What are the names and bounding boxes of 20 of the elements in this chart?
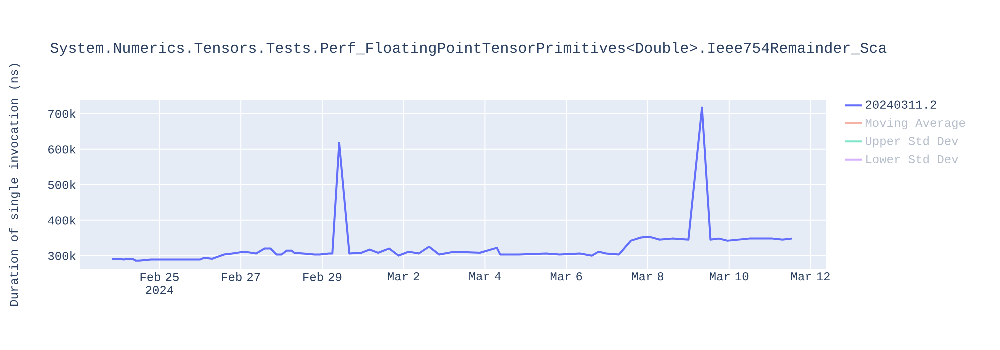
- x-tick-label: Mar 8: [632, 272, 664, 281]
- y-tick-label: 500k: [48, 180, 76, 190]
- legend-label: Lower Std Dev: [866, 154, 958, 164]
- x-tick-label: Mar 10: [710, 272, 749, 281]
- x-tick-label: Feb 25 2024: [140, 272, 179, 294]
- x-tick-label: Mar 4: [470, 272, 501, 281]
- y-tick-label: 700k: [48, 109, 76, 118]
- chart-title: System.Numerics.Tensors.Tests.Perf_FloatingPointTensorPrimitives<Double>.Ieee754Remainder_Sca: [50, 42, 887, 56]
- legend-label: Upper Std Dev: [866, 136, 958, 148]
- legend-label: 20240311.2: [866, 100, 936, 109]
- y-tick-label: 300k: [48, 251, 76, 260]
- x-tick-label: Feb 29: [304, 272, 342, 282]
- x-tick-label: Mar 2: [388, 272, 420, 281]
- x-tick-label: Feb 27: [222, 272, 260, 282]
- x-tick-label: Mar 6: [550, 272, 582, 281]
- y-tick-label: 600k: [48, 144, 76, 154]
- x-tick-label: Mar 12: [791, 272, 830, 281]
- legend-label: Moving Average: [866, 118, 966, 130]
- y-tick-label: 400k: [48, 216, 76, 225]
- y-axis-title: Duration of single invocation (ns): [9, 64, 21, 306]
